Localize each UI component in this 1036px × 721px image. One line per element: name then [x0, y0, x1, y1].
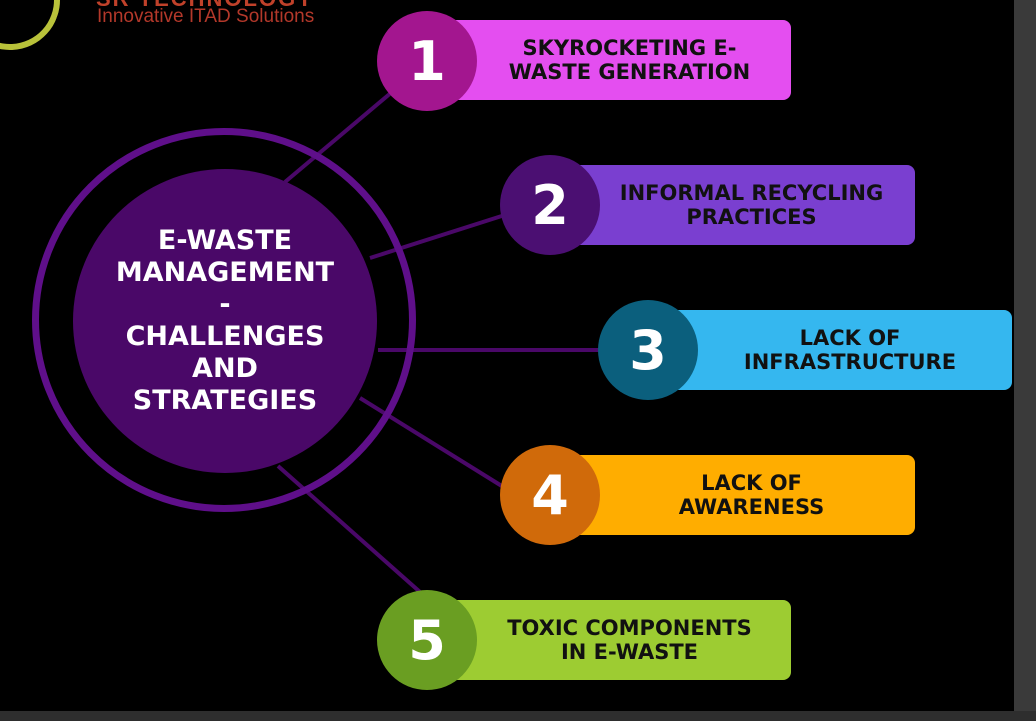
- company-logo: SR TECHNOLOGY Innovative ITAD Solutions: [0, 0, 360, 65]
- hub-outer-ring: [32, 128, 416, 512]
- challenge-badge-2: 2: [500, 155, 600, 255]
- challenge-bar-5: TOXIC COMPONENTS IN E-WASTE: [428, 600, 791, 680]
- bottom-edge-bar: [0, 711, 1036, 721]
- vertical-scrollbar[interactable]: [1014, 0, 1036, 721]
- logo-tagline: Innovative ITAD Solutions: [97, 6, 315, 27]
- challenge-number-3: 3: [629, 318, 667, 382]
- logo-name: SR TECHNOLOGY: [96, 0, 314, 12]
- challenge-label-5: TOXIC COMPONENTS IN E-WASTE: [507, 616, 752, 664]
- challenge-label-3: LACK OF INFRASTRUCTURE: [743, 326, 957, 374]
- challenge-label-1: SKYROCKETING E- WASTE GENERATION: [508, 36, 751, 84]
- challenge-badge-3: 3: [598, 300, 698, 400]
- challenge-bar-1: SKYROCKETING E- WASTE GENERATION: [428, 20, 791, 100]
- challenge-number-4: 4: [531, 463, 569, 527]
- challenge-badge-1: 1: [377, 11, 477, 111]
- challenge-label-2: INFORMAL RECYCLING PRACTICES: [619, 181, 884, 229]
- challenge-badge-5: 5: [377, 590, 477, 690]
- challenge-number-5: 5: [408, 608, 446, 672]
- hub-title: E-WASTE MANAGEMENT - CHALLENGES AND STRA…: [115, 225, 335, 416]
- challenge-badge-4: 4: [500, 445, 600, 545]
- challenge-label-4: LACK OF AWARENESS: [678, 471, 825, 519]
- challenge-bar-4: LACK OF AWARENESS: [548, 455, 915, 535]
- challenge-number-1: 1: [408, 29, 446, 93]
- hub-circle: E-WASTE MANAGEMENT - CHALLENGES AND STRA…: [73, 169, 377, 473]
- challenge-bar-2: INFORMAL RECYCLING PRACTICES: [548, 165, 915, 245]
- challenge-number-2: 2: [531, 173, 569, 237]
- challenge-bar-3: LACK OF INFRASTRUCTURE: [648, 310, 1012, 390]
